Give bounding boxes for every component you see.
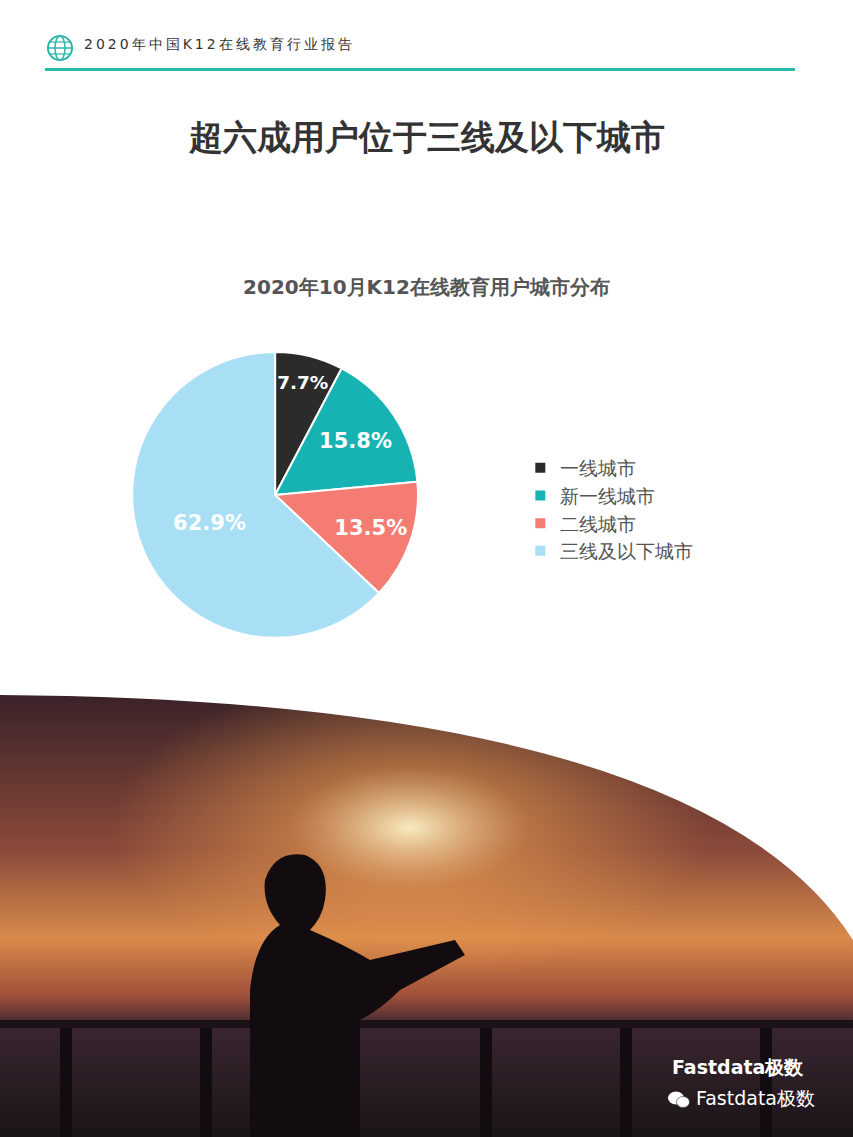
html-text:Fastdata极数: Fastdata极数 bbox=[672, 1056, 804, 1078]
svg-text:62.9%: 62.9% bbox=[173, 511, 246, 535]
svg-text:新一线城市: 新一线城市 bbox=[560, 485, 655, 507]
svg-text:2020年10月K12在线教育用户城市分布: 2020年10月K12在线教育用户城市分布 bbox=[243, 275, 610, 299]
svg-text:13.5%: 13.5% bbox=[334, 516, 407, 540]
svg-text:三线及以下城市: 三线及以下城市 bbox=[560, 540, 693, 562]
svg-text:一线城市: 一线城市 bbox=[560, 457, 636, 479]
svg-text:二线城市: 二线城市 bbox=[560, 513, 636, 535]
html-text:2020年中国K12在线教育行业报告: 2020年中国K12在线教育行业报告 bbox=[84, 36, 355, 52]
svg-text:15.8%: 15.8% bbox=[319, 429, 392, 453]
html-text:超六成用户位于三线及以下城市: 超六成用户位于三线及以下城市 bbox=[188, 117, 665, 157]
html-text:Fastdata极数: Fastdata极数 bbox=[696, 1087, 815, 1109]
svg-text:7.7%: 7.7% bbox=[277, 372, 328, 393]
